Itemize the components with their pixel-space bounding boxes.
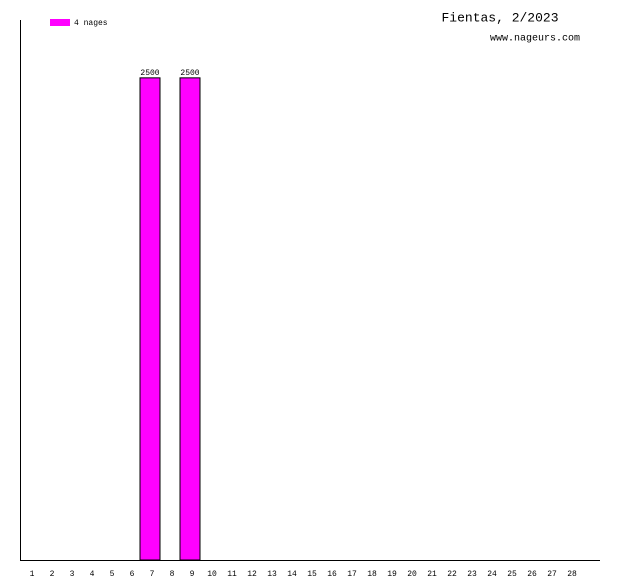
x-tick-label: 13 [267, 570, 277, 579]
x-tick-label: 19 [387, 570, 397, 579]
x-tick-label: 25 [507, 570, 517, 579]
x-tick-label: 4 [90, 570, 95, 579]
x-tick-label: 28 [567, 570, 577, 579]
x-tick-label: 10 [207, 570, 217, 579]
value-label: 2500 [180, 69, 199, 78]
x-tick-label: 24 [487, 570, 497, 579]
x-tick-label: 26 [527, 570, 537, 579]
bar [139, 77, 161, 561]
x-tick-label: 14 [287, 570, 297, 579]
x-tick-label: 23 [467, 570, 477, 579]
x-tick-label: 12 [247, 570, 257, 579]
x-tick-label: 27 [547, 570, 557, 579]
x-tick-label: 3 [70, 570, 75, 579]
x-tick-label: 2 [50, 570, 55, 579]
chart-subtitle: www.nageurs.com [490, 34, 580, 45]
x-tick-label: 7 [150, 570, 155, 579]
x-tick-label: 9 [190, 570, 195, 579]
x-tick-label: 22 [447, 570, 457, 579]
x-tick-label: 15 [307, 570, 317, 579]
x-tick-label: 8 [170, 570, 175, 579]
x-tick-label: 11 [227, 570, 237, 579]
x-tick-label: 16 [327, 570, 337, 579]
x-tick-label: 1 [30, 570, 35, 579]
x-tick-label: 20 [407, 570, 417, 579]
x-tick-label: 21 [427, 570, 437, 579]
x-tick-label: 6 [130, 570, 135, 579]
x-tick-label: 17 [347, 570, 357, 579]
x-tick-label: 5 [110, 570, 115, 579]
value-label: 2500 [140, 69, 159, 78]
legend-label: 4 nages [74, 19, 108, 28]
chart-title: Fientas, 2/2023 [441, 10, 558, 25]
legend-swatch [50, 19, 70, 26]
x-tick-label: 18 [367, 570, 377, 579]
bar [179, 77, 201, 561]
